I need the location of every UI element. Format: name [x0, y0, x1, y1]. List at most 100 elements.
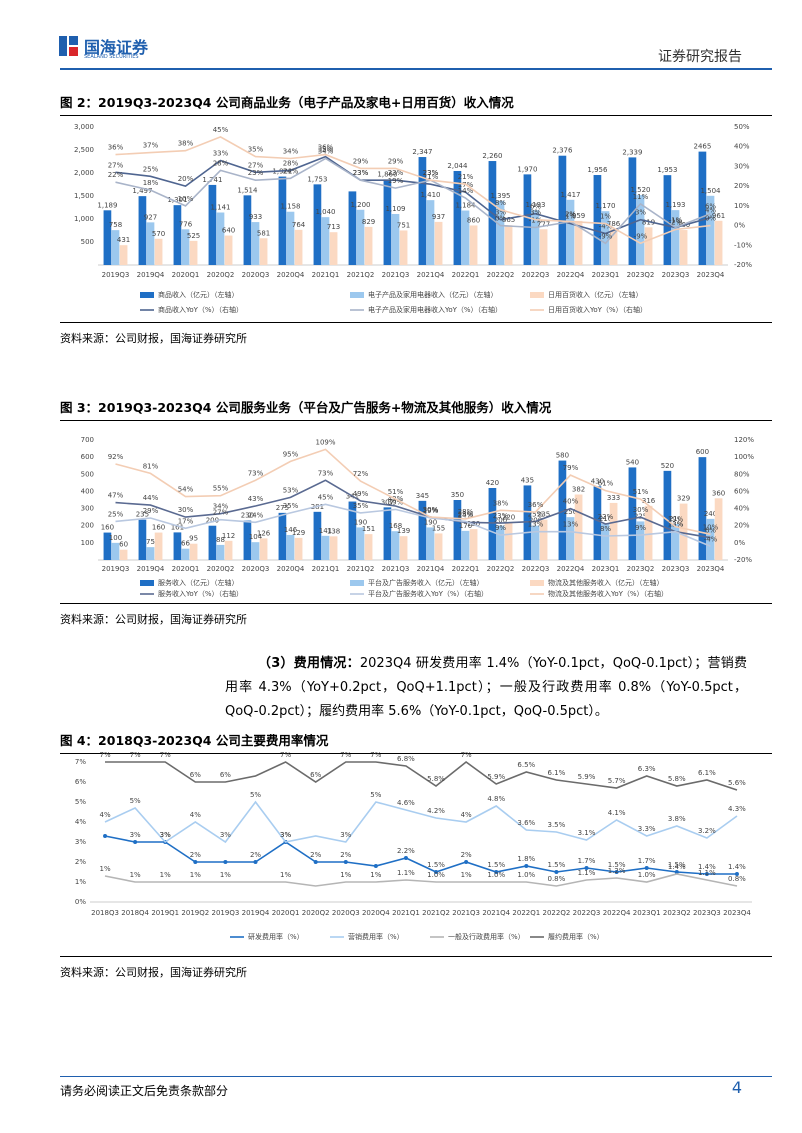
x-tick-label: 2021Q1 [392, 909, 420, 917]
y-tick-label: 3,000 [74, 123, 94, 131]
point [193, 860, 198, 864]
data-label: 36% [318, 144, 334, 152]
x-tick-label: 2023Q4 [697, 565, 725, 573]
bar [286, 211, 295, 265]
data-label: 146 [284, 526, 298, 534]
source: 资料来源：公司财报，国海证券研究所 [60, 603, 772, 627]
chart: 100 200 300 400 500 600 700 -20% 0% 20% 40% 60% 80% 1… [81, 436, 755, 598]
data-label: 81% [143, 462, 159, 470]
point [494, 870, 499, 874]
data-label: 21% [458, 173, 474, 181]
bar [243, 520, 252, 560]
bar [138, 196, 147, 265]
data-label: 1.4% [698, 863, 716, 871]
data-label: 1.0% [517, 871, 535, 879]
bar [321, 217, 330, 265]
data-label: 25% [143, 165, 159, 173]
data-label: 200 [206, 517, 219, 525]
data-label: 1,953 [657, 166, 677, 174]
x-tick-label: 2019Q4 [137, 565, 165, 573]
x-tick-label: 2022Q3 [522, 271, 550, 279]
data-label: 1% [130, 871, 141, 879]
data-label: 580 [556, 452, 569, 460]
bar [628, 157, 637, 265]
x-tick-label: 2020Q1 [272, 909, 300, 917]
y-tick-label: 700 [81, 436, 94, 444]
x-tick-label: 2021Q4 [417, 271, 445, 279]
bar [628, 467, 637, 560]
data-label: 1.5% [548, 861, 566, 869]
data-label: 73% [318, 469, 334, 477]
data-label: 27% [213, 509, 229, 517]
data-label: 36% [108, 144, 124, 152]
data-label: 61% [598, 480, 614, 488]
data-label: 138 [327, 527, 340, 535]
data-label: 200 [494, 517, 507, 525]
data-label: 161 [171, 523, 184, 531]
legend-label: 平台及广告服务收入YoY（%）（右轴） [368, 589, 488, 598]
data-label: 23% [423, 169, 439, 177]
bar [593, 486, 602, 560]
data-label: 34% [283, 148, 299, 156]
data-label: 126 [257, 529, 271, 537]
x-tick-label: 2022Q3 [573, 909, 601, 917]
x-tick-label: 2020Q4 [362, 909, 390, 917]
line [115, 448, 711, 536]
data-label: 250 [564, 508, 577, 516]
bar [644, 227, 653, 265]
data-label: 53% [283, 486, 299, 494]
data-label: 9% [495, 524, 506, 532]
data-label: 1% [190, 871, 201, 879]
data-label: 1,504 [700, 187, 721, 195]
data-label: 2.2% [397, 847, 415, 855]
y-tick-label: 1,000 [74, 215, 94, 223]
data-label: 3% [280, 831, 291, 839]
data-label: -4% [704, 535, 718, 543]
bar [119, 549, 128, 560]
data-label: 13% [563, 521, 579, 529]
x-tick-label: 2021Q2 [347, 565, 375, 573]
bar [111, 230, 120, 265]
data-label: 6% [705, 203, 716, 211]
data-label: 0.8% [548, 875, 566, 883]
x-tick-label: 2019Q3 [212, 909, 240, 917]
bar [426, 200, 435, 265]
bar [496, 525, 505, 560]
data-label: 959 [572, 212, 585, 220]
point [403, 856, 408, 860]
x-tick-label: 2023Q3 [662, 271, 690, 279]
data-label: 27% [248, 161, 264, 169]
data-label: 2% [565, 211, 576, 219]
data-label: 1.1% [698, 869, 716, 877]
bar [601, 524, 610, 560]
x-tick-label: 2021Q1 [312, 271, 340, 279]
bar [671, 210, 680, 265]
data-label: 860 [467, 216, 480, 224]
data-label: 220 [502, 513, 515, 521]
x-tick-label: 2022Q4 [603, 909, 631, 917]
data-label: 6% [530, 203, 541, 211]
bar [461, 210, 470, 265]
bar [356, 527, 365, 560]
data-label: 73% [248, 469, 264, 477]
y-tick-label: 5% [75, 798, 86, 806]
line [104, 800, 738, 844]
bar [609, 228, 618, 265]
data-label: 350 [451, 491, 464, 499]
figure-title: 图 4：2018Q3-2023Q4 公司主要费用率情况 [60, 730, 772, 754]
x-tick-label: 2023Q3 [693, 909, 721, 917]
data-label: 1,497 [132, 187, 152, 195]
data-label: 210 [669, 515, 682, 523]
data-label: 7% [280, 752, 291, 759]
data-label: 3.6% [517, 819, 535, 827]
data-label: 1% [280, 871, 291, 879]
bar [154, 532, 163, 560]
data-label: 10% [703, 523, 719, 531]
bar [278, 176, 287, 265]
bar [399, 230, 408, 265]
legend-swatch [350, 292, 364, 298]
x-tick-label: 2022Q2 [543, 909, 571, 917]
data-label: 5% [250, 791, 261, 799]
x-tick-label: 2019Q4 [242, 909, 270, 917]
data-label: 25% [458, 510, 474, 518]
